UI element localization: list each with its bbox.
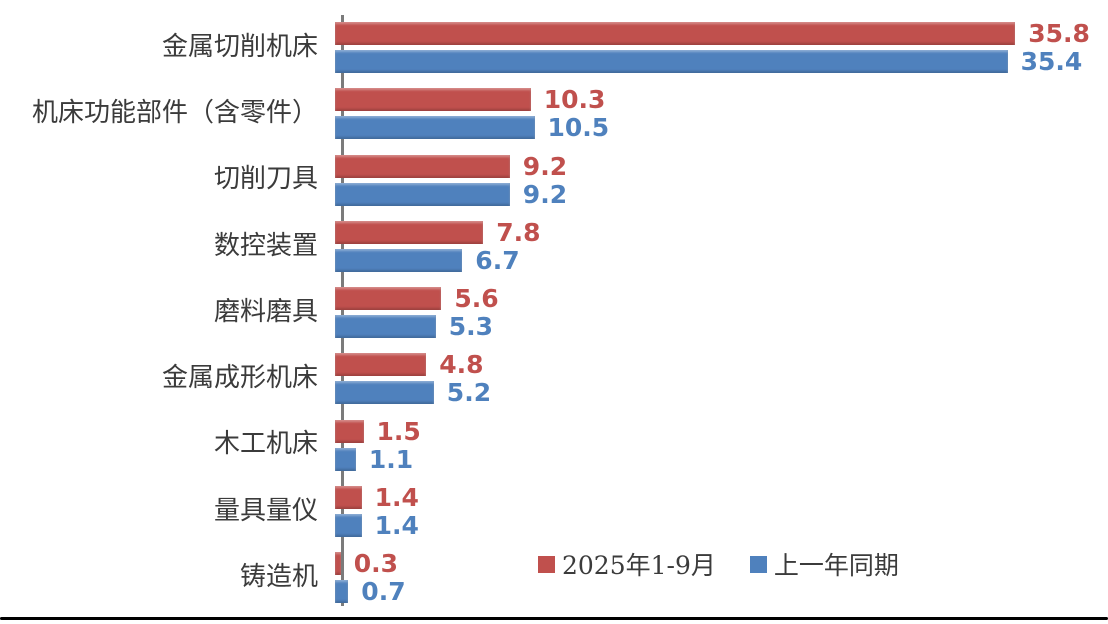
bar-current-period — [335, 220, 484, 244]
bar-row: 1.1 — [335, 444, 1108, 474]
legend-swatch-current-period — [538, 555, 555, 573]
legend-item-current-period: 2025年1-9月 — [538, 546, 716, 582]
category-group: 金属成形机床 4.8 5.2 — [0, 350, 1108, 408]
category-group: 金属切削机床 35.8 35.4 — [0, 19, 1108, 76]
bar-previous-period — [335, 381, 434, 405]
bar-row: 1.5 — [335, 416, 1108, 446]
bar-pair: 5.6 5.3 — [331, 284, 1108, 341]
bar-row: 1.4 — [335, 510, 1108, 540]
bar-current-period — [335, 88, 531, 112]
bar-previous-period — [335, 447, 356, 471]
chart-legend: 2025年1-9月 上一年同期 — [538, 546, 899, 582]
category-group: 数控装置 7.8 6.7 — [0, 217, 1108, 275]
value-label: 1.4 — [374, 482, 419, 512]
legend-swatch-previous-period — [749, 555, 767, 573]
bar-previous-period — [335, 50, 1008, 73]
bar-pair: 0.3 0.7 — [331, 549, 1108, 606]
category-label: 磨料磨具 — [213, 296, 318, 327]
legend-label-current-period: 2025年1-9月 — [562, 551, 716, 580]
bar-pair: 1.4 1.4 — [331, 482, 1108, 540]
value-label: 0.3 — [353, 549, 398, 578]
bar-current-period — [335, 287, 442, 310]
category-label: 切削刀具 — [213, 164, 318, 195]
bar-current-period — [335, 353, 427, 377]
bar-row: 5.2 — [335, 378, 1108, 408]
category-group: 量具量仪 1.4 1.4 — [0, 482, 1108, 540]
value-label: 10.3 — [543, 85, 606, 115]
value-label: 9.2 — [522, 179, 568, 209]
bar-row: 9.2 — [335, 151, 1108, 181]
value-label: 35.8 — [1028, 19, 1090, 48]
bar-pair: 7.8 6.7 — [331, 217, 1108, 275]
legend-label-previous-period: 上一年同期 — [773, 551, 899, 580]
bar-groups: 金属切削机床 35.8 35.4 机床功能部件（含零件） 10.3 10.5 切削刀具 9.2… — [0, 19, 1108, 606]
category-label: 铸造机 — [239, 561, 318, 592]
legend-item-previous-period: 上一年同期 — [749, 546, 899, 582]
bar-previous-period — [335, 248, 463, 272]
bar-pair: 35.8 35.4 — [331, 19, 1108, 76]
category-label: 数控装置 — [213, 230, 318, 261]
value-label: 35.4 — [1020, 47, 1083, 76]
bar-previous-period — [335, 580, 349, 603]
value-label: 4.8 — [439, 350, 484, 380]
category-label: 金属切削机床 — [161, 31, 318, 62]
value-label: 1.5 — [376, 416, 421, 446]
value-label: 0.7 — [361, 577, 406, 606]
value-label: 1.4 — [374, 510, 419, 540]
category-label: 木工机床 — [213, 429, 318, 460]
value-label: 7.8 — [496, 217, 541, 247]
bar-current-period — [335, 22, 1016, 45]
bar-row: 7.8 — [335, 217, 1108, 247]
bar-row: 10.5 — [335, 113, 1108, 143]
bar-current-period — [335, 485, 362, 509]
y-axis-line — [341, 15, 344, 606]
bar-previous-period — [335, 315, 436, 338]
category-label: 量具量仪 — [213, 495, 318, 526]
bar-row: 5.6 — [335, 284, 1108, 313]
bar-current-period — [335, 154, 510, 178]
bar-pair: 4.8 5.2 — [331, 350, 1108, 408]
bar-current-period — [335, 419, 364, 443]
bar-row: 0.7 — [335, 577, 1108, 606]
bar-previous-period — [335, 116, 535, 140]
value-label: 6.7 — [475, 245, 520, 275]
bar-row: 0.3 — [335, 549, 1108, 578]
bar-row: 6.7 — [335, 245, 1108, 275]
bar-current-period — [335, 552, 341, 575]
bar-row: 4.8 — [335, 350, 1108, 380]
value-label: 1.1 — [368, 444, 414, 474]
category-label: 机床功能部件（含零件） — [31, 98, 318, 129]
bottom-border-line — [0, 617, 1108, 620]
bar-previous-period — [335, 513, 362, 537]
bar-row: 35.4 — [335, 47, 1108, 76]
value-label: 5.6 — [454, 284, 499, 313]
value-label: 5.3 — [448, 312, 493, 341]
category-group: 切削刀具 9.2 9.2 — [0, 151, 1108, 209]
bar-row: 35.8 — [335, 19, 1108, 48]
category-group: 磨料磨具 5.6 5.3 — [0, 284, 1108, 341]
category-group: 铸造机 0.3 0.7 — [0, 549, 1108, 606]
category-group: 木工机床 1.5 1.1 — [0, 416, 1108, 474]
value-label: 5.2 — [446, 378, 492, 408]
bar-pair: 9.2 9.2 — [331, 151, 1108, 209]
category-group: 机床功能部件（含零件） 10.3 10.5 — [0, 85, 1108, 143]
bar-pair: 10.3 10.5 — [331, 85, 1108, 143]
bar-pair: 1.5 1.1 — [331, 416, 1108, 474]
bar-previous-period — [335, 182, 510, 206]
bar-row: 10.3 — [335, 85, 1108, 115]
value-label: 10.5 — [547, 113, 610, 143]
bar-row: 5.3 — [335, 312, 1108, 341]
value-label: 9.2 — [522, 151, 568, 181]
bar-row: 1.4 — [335, 482, 1108, 512]
category-label: 金属成形机床 — [161, 363, 318, 394]
bar-row: 9.2 — [335, 179, 1108, 209]
